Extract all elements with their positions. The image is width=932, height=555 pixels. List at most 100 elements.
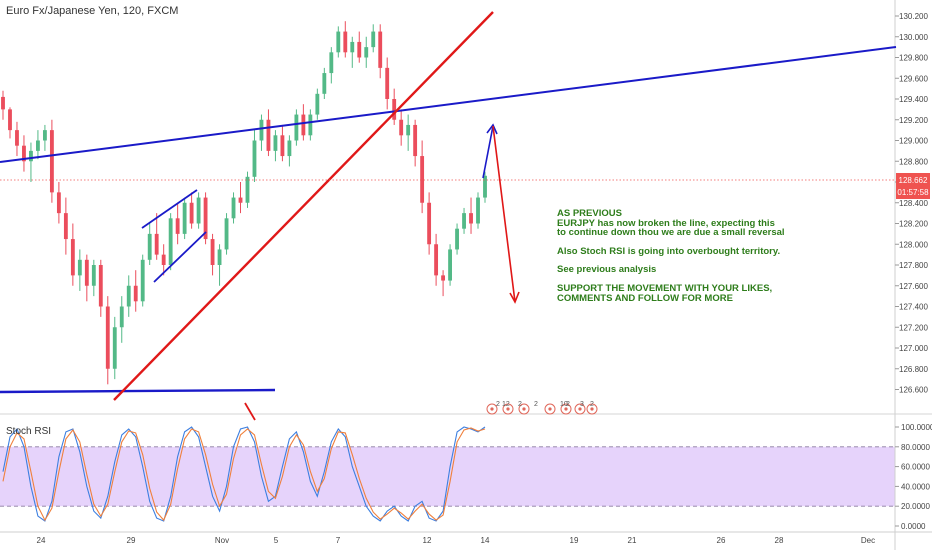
time-tick-label: 12 [423,536,432,545]
candle-body[interactable] [210,239,215,265]
candle-body[interactable] [126,285,131,307]
candle-body[interactable] [147,233,152,260]
candle-body[interactable] [15,130,19,146]
red-trend-line[interactable] [113,11,494,401]
candle-body[interactable] [371,31,376,48]
candle-body[interactable] [462,213,466,229]
candle-body[interactable] [70,239,75,276]
candle-body[interactable] [63,213,68,240]
time-tick-label: 19 [570,536,579,545]
event-badge-count: 2 [534,401,538,408]
candle-body[interactable] [224,218,229,250]
candle-body[interactable] [259,119,264,141]
candle-body[interactable] [469,213,473,224]
candle-body[interactable] [455,228,459,250]
stoch-tick-label: 0.0000 [901,522,926,531]
candle-body[interactable] [448,249,452,281]
candle-body[interactable] [364,47,369,58]
candle-body[interactable] [182,202,187,234]
candle-body[interactable] [350,41,355,53]
candle-body[interactable] [42,130,47,141]
event-badge-count: 2 [518,401,522,408]
candle-body[interactable] [420,156,425,203]
candle-body[interactable] [280,135,285,157]
candle-body[interactable] [483,175,487,198]
candle-body[interactable] [105,306,110,369]
candle-body[interactable] [49,130,54,193]
candle-body[interactable] [140,259,145,302]
event-badge-count: 3 [580,401,584,408]
candle-body[interactable] [287,140,292,157]
annotation-line: EURJPY has now broken the line, expectin… [557,217,775,229]
stoch-tick-label: 60.0000 [901,463,930,472]
candle-body[interactable] [1,96,5,110]
candle-body[interactable] [36,140,40,151]
candle-body[interactable] [29,150,33,162]
candle-body[interactable] [273,135,278,151]
candle-body[interactable] [406,124,411,136]
candle-body[interactable] [413,124,418,157]
candle-body[interactable] [175,218,180,234]
candle-body[interactable] [217,249,222,265]
stoch-series-k[interactable] [2,426,486,522]
projection-down-line[interactable] [492,125,516,303]
candle-body[interactable] [8,109,12,131]
candle-body[interactable] [245,176,250,203]
candle-body[interactable] [91,265,96,286]
candle-body[interactable] [308,114,313,136]
candle-body[interactable] [329,52,334,74]
analysis-annotation[interactable]: AS PREVIOUS EURJPY has now broken the li… [557,209,787,303]
blue-support-line[interactable] [0,388,276,394]
candle-body[interactable] [119,306,124,328]
candle-body[interactable] [301,114,306,136]
candle-body[interactable] [252,140,257,177]
candle-body[interactable] [266,119,271,151]
candle-body[interactable] [238,197,243,203]
stoch-series-d[interactable] [2,427,486,522]
price-tick-label: 129.400 [899,95,928,104]
candle-body[interactable] [336,31,341,53]
candle-body[interactable] [203,197,208,240]
candle-body[interactable] [378,31,383,68]
candle-body[interactable] [196,197,201,224]
candle-body[interactable] [343,31,348,53]
price-tick-label: 126.800 [899,365,928,374]
candle-body[interactable] [231,197,236,219]
price-tag-countdown: 01:57:58 [897,188,929,197]
candle-body[interactable] [133,285,138,302]
candle-body[interactable] [77,259,82,276]
price-tick-label: 127.800 [899,261,928,270]
candle-body[interactable] [189,202,194,224]
candle-body[interactable] [427,202,432,245]
channel-upper-line[interactable] [141,189,198,229]
candle-body[interactable] [168,218,173,265]
candle-body[interactable] [357,41,362,58]
candle-body[interactable] [294,114,299,141]
candle-body[interactable] [434,244,439,276]
price-tick-label: 130.200 [899,12,928,21]
annotation-line: See previous analysis [557,264,657,276]
candle-body[interactable] [399,119,404,136]
blue-resistance-line[interactable] [0,46,897,163]
candle-body[interactable] [441,275,446,281]
candle-body[interactable] [112,327,117,369]
candle-body[interactable] [84,259,89,286]
channel-lower-line[interactable] [153,231,207,283]
candle-body[interactable] [385,67,390,99]
candle-body[interactable] [322,73,327,94]
event-badge-count: 2 [590,401,594,408]
candle-body[interactable] [161,254,166,265]
candle-body[interactable] [22,145,26,162]
annotation-line: AS PREVIOUS [557,208,622,219]
candle-body[interactable] [154,233,159,255]
price-tick-label: 129.600 [899,74,928,83]
projection-up-line[interactable] [482,125,494,179]
candle-body[interactable] [476,197,480,224]
candle-body[interactable] [56,192,61,214]
candle-body[interactable] [98,265,103,307]
candle-body[interactable] [392,99,397,120]
candle-body[interactable] [315,93,320,115]
price-tick-label: 127.600 [899,282,928,291]
price-tick-label: 128.200 [899,220,928,229]
